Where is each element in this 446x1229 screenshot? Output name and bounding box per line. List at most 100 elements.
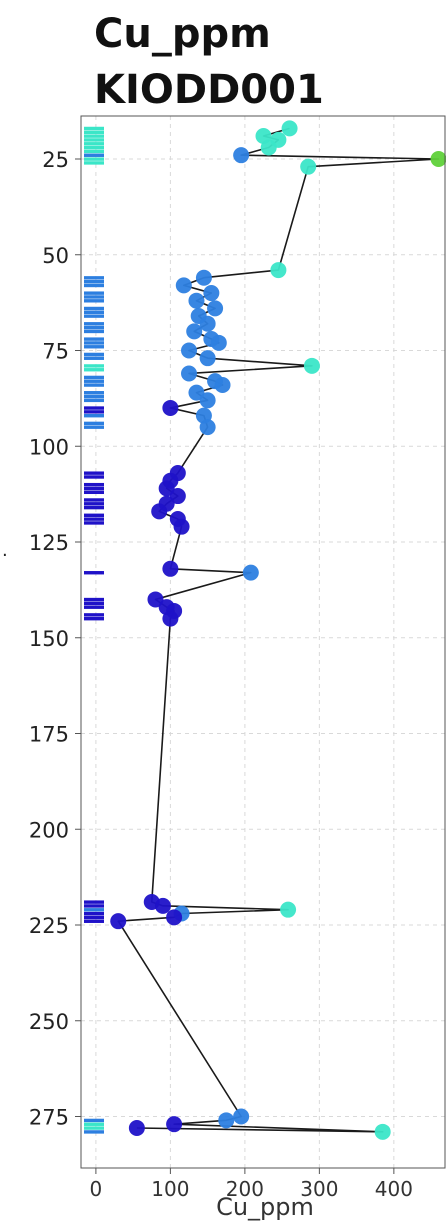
strip-marker bbox=[84, 153, 104, 157]
data-point bbox=[154, 897, 171, 914]
strip-marker bbox=[84, 134, 104, 138]
strip-marker bbox=[84, 368, 104, 372]
strip-marker bbox=[84, 505, 104, 510]
strip-marker bbox=[84, 502, 104, 506]
strip-marker bbox=[84, 414, 104, 418]
data-point bbox=[218, 1112, 235, 1129]
strip-marker bbox=[84, 410, 104, 414]
data-point bbox=[186, 323, 203, 340]
strip-marker bbox=[84, 345, 104, 349]
y-tick-label: 100 bbox=[29, 435, 69, 459]
strip-marker bbox=[84, 613, 104, 617]
data-point bbox=[203, 285, 220, 302]
chart-title-line-2: KIODD001 bbox=[94, 67, 324, 113]
data-point bbox=[175, 277, 192, 294]
strip-marker bbox=[84, 375, 104, 380]
strip-marker bbox=[84, 325, 104, 330]
data-point bbox=[233, 147, 250, 164]
data-point bbox=[303, 357, 320, 374]
data-point bbox=[430, 151, 446, 167]
strip-marker bbox=[84, 908, 104, 912]
strip-marker bbox=[84, 149, 104, 154]
strip-marker bbox=[84, 617, 104, 621]
strip-marker bbox=[84, 900, 104, 904]
strip-marker bbox=[84, 1130, 104, 1134]
strip-marker bbox=[84, 391, 104, 395]
data-point bbox=[169, 488, 186, 505]
y-tick-label: 150 bbox=[29, 627, 69, 651]
strip-marker bbox=[84, 482, 104, 487]
strip-marker bbox=[84, 1122, 104, 1126]
data-point bbox=[188, 292, 205, 309]
strip-marker bbox=[84, 425, 104, 429]
data-point bbox=[374, 1123, 391, 1140]
data-point bbox=[195, 269, 212, 286]
plot-frame bbox=[80, 115, 446, 1169]
x-tick-label: 0 bbox=[90, 1177, 103, 1201]
strip-marker bbox=[84, 314, 104, 318]
strip-marker bbox=[84, 911, 104, 916]
y-tick-label: 225 bbox=[29, 914, 69, 938]
strip-marker bbox=[84, 490, 104, 495]
data-point bbox=[214, 376, 231, 393]
strip-marker bbox=[84, 279, 104, 284]
strip-marker bbox=[84, 364, 104, 368]
data-point bbox=[128, 1119, 145, 1136]
strip-marker bbox=[84, 276, 104, 280]
data-point bbox=[242, 564, 259, 581]
data-point bbox=[270, 262, 287, 279]
x-tick-label: 300 bbox=[300, 1177, 338, 1201]
strip-marker bbox=[84, 597, 104, 602]
series-line bbox=[117, 127, 440, 1133]
data-point bbox=[199, 392, 216, 409]
y-tick-label: 75 bbox=[42, 340, 69, 364]
data-point bbox=[207, 300, 224, 317]
strip-marker bbox=[84, 142, 104, 146]
data-point bbox=[162, 560, 179, 577]
depth-strip bbox=[84, 126, 104, 1134]
data-point bbox=[233, 1108, 250, 1125]
strip-marker bbox=[84, 157, 104, 161]
strip-marker bbox=[84, 322, 104, 326]
strip-marker bbox=[84, 383, 104, 387]
y-tick-label: 125 bbox=[29, 531, 69, 555]
y-tick-label: 200 bbox=[29, 818, 69, 842]
data-point bbox=[210, 334, 227, 351]
strip-marker bbox=[84, 421, 104, 426]
strip-marker bbox=[84, 398, 104, 403]
data-point bbox=[260, 139, 277, 156]
data-point bbox=[147, 591, 164, 608]
y-tick-label: 175 bbox=[29, 723, 69, 747]
data-point bbox=[199, 315, 216, 332]
data-point bbox=[300, 158, 317, 175]
strip-marker bbox=[84, 310, 104, 314]
x-tick-label: 100 bbox=[151, 1177, 189, 1201]
strip-marker bbox=[84, 1126, 104, 1130]
strip-marker bbox=[84, 130, 104, 134]
data-point bbox=[166, 909, 183, 926]
side-marker: . bbox=[2, 540, 8, 561]
strip-marker bbox=[84, 571, 104, 575]
strip-marker bbox=[84, 394, 104, 399]
strip-marker bbox=[84, 356, 104, 360]
strip-marker bbox=[84, 1118, 104, 1123]
strip-marker bbox=[84, 475, 104, 479]
strip-marker bbox=[84, 521, 104, 525]
strip-marker bbox=[84, 341, 104, 345]
strip-marker bbox=[84, 915, 104, 920]
strip-marker bbox=[84, 306, 104, 311]
strip-marker bbox=[84, 329, 104, 334]
strip-marker bbox=[84, 138, 104, 142]
data-point bbox=[281, 120, 298, 137]
strip-marker bbox=[84, 919, 104, 923]
data-point bbox=[181, 342, 198, 359]
y-tick-label: 250 bbox=[29, 1010, 69, 1034]
y-tick-label: 50 bbox=[42, 244, 69, 268]
data-point bbox=[181, 365, 198, 382]
strip-marker bbox=[84, 299, 104, 303]
strip-marker bbox=[84, 126, 104, 131]
data-point bbox=[158, 480, 175, 497]
strip-marker bbox=[84, 145, 104, 150]
strip-marker bbox=[84, 471, 104, 475]
